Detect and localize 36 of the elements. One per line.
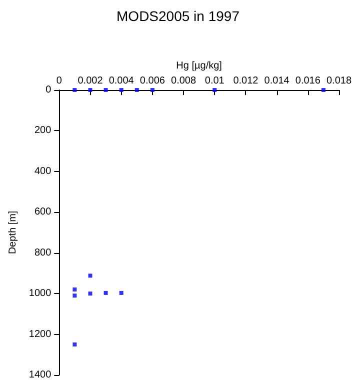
y-tick-label: 800 xyxy=(34,247,52,258)
y-tick-label: 600 xyxy=(34,206,52,218)
y-tick-label: 400 xyxy=(34,166,52,177)
x-tick-label: 0.01 xyxy=(204,76,225,86)
x-tick-label: 0.016 xyxy=(295,76,321,86)
y-tick-label: 1200 xyxy=(28,328,52,340)
point xyxy=(88,88,92,92)
x-tick-label: 0.002 xyxy=(78,76,104,86)
x-tick-label: 0.004 xyxy=(108,76,134,86)
point xyxy=(104,88,108,92)
point xyxy=(88,292,92,296)
x-tick-label: 0.014 xyxy=(264,76,290,86)
point xyxy=(104,290,108,295)
y-tick-label: 1400 xyxy=(28,370,52,380)
y-tick-label: 1000 xyxy=(28,288,52,300)
point xyxy=(72,288,77,292)
chart-title: MODS2005 in 1997 xyxy=(116,8,240,24)
x-tick-label: 0.012 xyxy=(233,76,259,86)
x-tick-label: 0.018 xyxy=(326,76,352,86)
point xyxy=(72,342,77,346)
x-tick-label: 0.006 xyxy=(140,76,166,86)
point xyxy=(134,88,139,92)
point xyxy=(72,88,77,92)
point xyxy=(88,274,92,278)
point xyxy=(119,290,124,295)
point xyxy=(150,88,154,92)
y-axis-title: Depth [m] xyxy=(8,210,18,254)
x-tick-label: 0.008 xyxy=(171,76,196,86)
point xyxy=(119,88,124,92)
y-tick-label: 200 xyxy=(34,125,52,136)
y-tick-label: 0 xyxy=(46,84,52,96)
point xyxy=(321,88,326,92)
x-tick-label: 0 xyxy=(56,76,62,86)
point xyxy=(212,88,217,92)
point xyxy=(72,294,77,298)
x-axis-title: Hg [µg/kg] xyxy=(176,60,222,72)
